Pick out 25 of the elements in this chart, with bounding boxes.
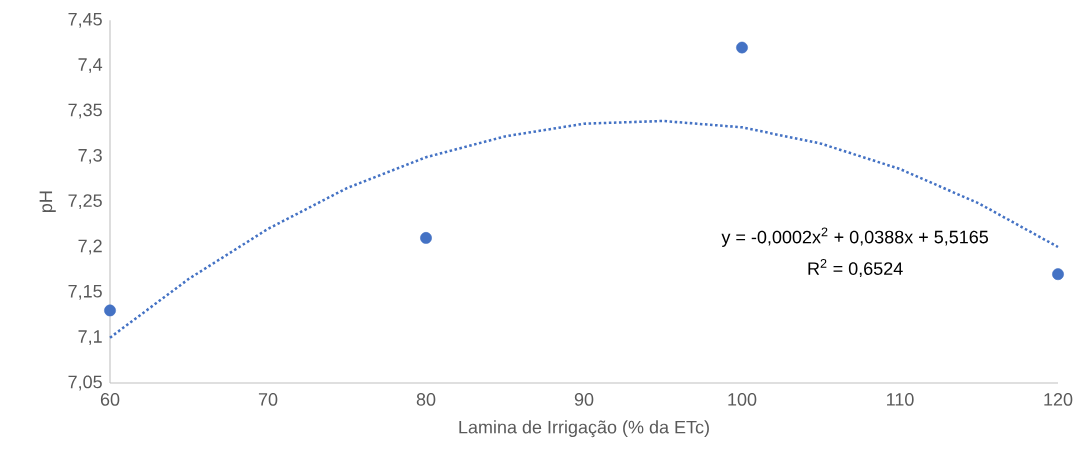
annotation: y = -0,0002x$^{2}$ + 0,0388x + 5,5165 <box>721 227 989 247</box>
y-axis-title: pH <box>39 191 56 213</box>
y-tick-label: 7,35 <box>68 103 102 119</box>
y-tick-label: 7,3 <box>78 148 102 164</box>
point <box>104 304 116 317</box>
x-tick-label: 90 <box>574 393 594 406</box>
y-tick-label: 7,1 <box>78 330 102 346</box>
y-tick-label: 7,45 <box>68 13 102 28</box>
x-tick-label: 70 <box>258 393 278 406</box>
x-tick-label: 60 <box>100 393 120 406</box>
y-tick-label: 7,4 <box>78 58 103 74</box>
x-tick-label: 110 <box>887 393 914 406</box>
line-series <box>108 119 1060 339</box>
y-tick-label: 7,25 <box>68 194 102 210</box>
annotation: R$^{2}$ = 0,6524 <box>808 259 903 278</box>
x-tick-label: 80 <box>416 393 436 406</box>
point <box>736 41 748 54</box>
y-tick-label: 7,05 <box>68 375 102 391</box>
x-axis-title: Lamina de Irrigação (% da ETc) <box>459 420 709 438</box>
point <box>1052 268 1064 281</box>
point <box>420 232 432 244</box>
x-tick-label: 120 <box>1044 393 1073 406</box>
y-tick-label: 7,15 <box>68 285 102 300</box>
y-tick-label: 7,2 <box>78 239 102 255</box>
x-tick-label: 100 <box>728 393 757 406</box>
